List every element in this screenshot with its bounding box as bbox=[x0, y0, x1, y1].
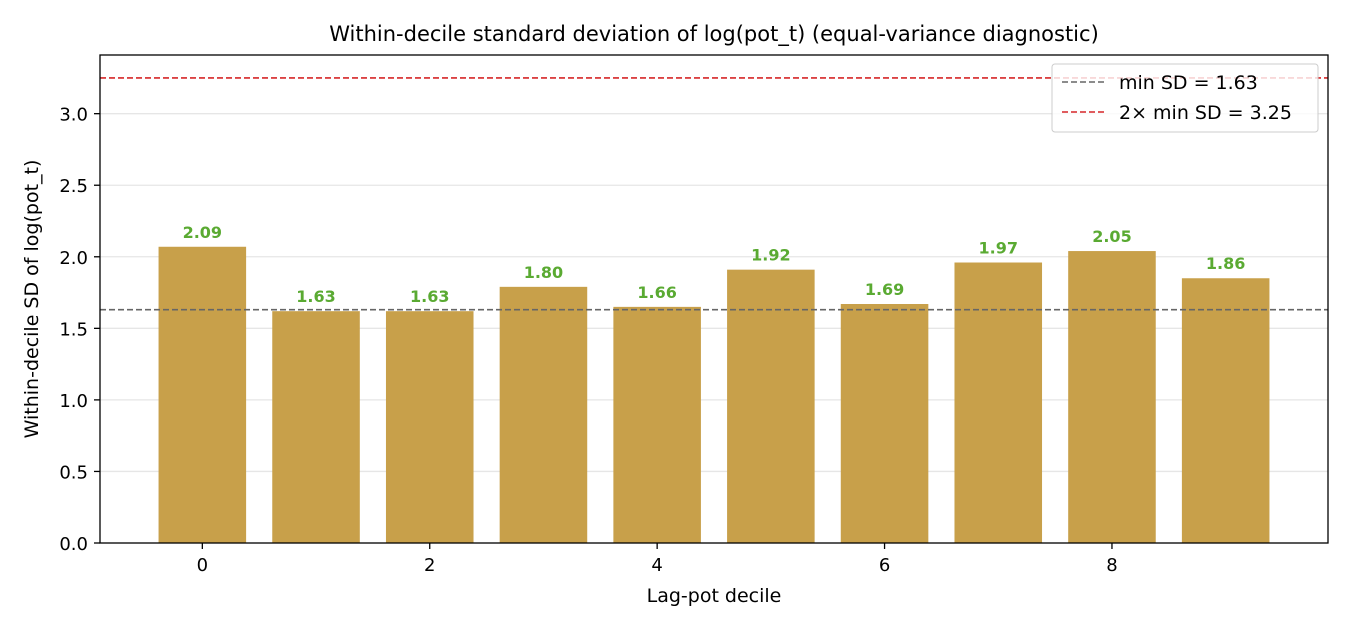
bar-value-label: 1.80 bbox=[524, 263, 563, 282]
bars bbox=[158, 246, 1270, 544]
bar-value-label: 2.05 bbox=[1092, 227, 1131, 246]
x-tick-label: 6 bbox=[879, 555, 890, 576]
bar-value-label: 1.69 bbox=[865, 280, 904, 299]
bar bbox=[840, 304, 929, 543]
y-tick-label: 2.5 bbox=[59, 176, 88, 197]
bar-value-label: 1.66 bbox=[637, 283, 676, 302]
legend-box bbox=[1051, 63, 1319, 133]
legend-label-min-sd: min SD = 1.63 bbox=[1119, 72, 1258, 94]
bar bbox=[727, 269, 815, 543]
y-tick-label: 0.0 bbox=[59, 534, 88, 555]
bar bbox=[1181, 278, 1270, 543]
x-tick-label: 4 bbox=[651, 555, 662, 576]
bar bbox=[499, 286, 588, 543]
legend-label-double-min-sd: 2× min SD = 3.25 bbox=[1119, 102, 1292, 124]
bar bbox=[158, 246, 247, 544]
bar bbox=[385, 311, 474, 543]
y-tick-label: 2.0 bbox=[59, 248, 88, 269]
reference-lines bbox=[100, 77, 1328, 311]
bar bbox=[272, 311, 360, 543]
chart-title: Within-decile standard deviation of log(… bbox=[329, 22, 1099, 47]
x-tick-label: 8 bbox=[1106, 555, 1117, 576]
x-tick-label: 2 bbox=[424, 555, 435, 576]
y-axis-ticks: 0.0 0.5 1.0 1.5 2.0 2.5 3.0 bbox=[59, 105, 100, 555]
y-tick-label: 0.5 bbox=[59, 462, 88, 483]
bar-value-label: 2.09 bbox=[183, 223, 222, 242]
bar-value-label: 1.86 bbox=[1206, 254, 1245, 273]
y-axis-label: Within-decile SD of log(pot_t) bbox=[21, 160, 43, 439]
y-tick-label: 1.0 bbox=[59, 391, 88, 412]
bar bbox=[1068, 251, 1156, 543]
bar-value-label: 1.63 bbox=[410, 287, 449, 306]
bar-value-label: 1.63 bbox=[296, 287, 335, 306]
plot-area-frame bbox=[99, 54, 1329, 544]
y-tick-label: 3.0 bbox=[59, 105, 88, 126]
x-tick-label: 0 bbox=[197, 555, 208, 576]
bar-value-label: 1.97 bbox=[979, 239, 1018, 258]
bar-value-label: 1.92 bbox=[751, 246, 790, 265]
x-axis-label: Lag-pot decile bbox=[647, 585, 782, 607]
bar-value-labels: 2.09 1.63 1.63 1.80 1.66 1.92 1.69 1.97 2.05 1.86 bbox=[183, 223, 1246, 306]
bar bbox=[954, 262, 1043, 543]
y-tick-label: 1.5 bbox=[59, 319, 88, 340]
x-axis-ticks: 0 2 4 6 8 bbox=[197, 543, 1118, 576]
legend: min SD = 1.63 2× min SD = 3.25 bbox=[1051, 63, 1319, 133]
bar bbox=[613, 306, 701, 543]
